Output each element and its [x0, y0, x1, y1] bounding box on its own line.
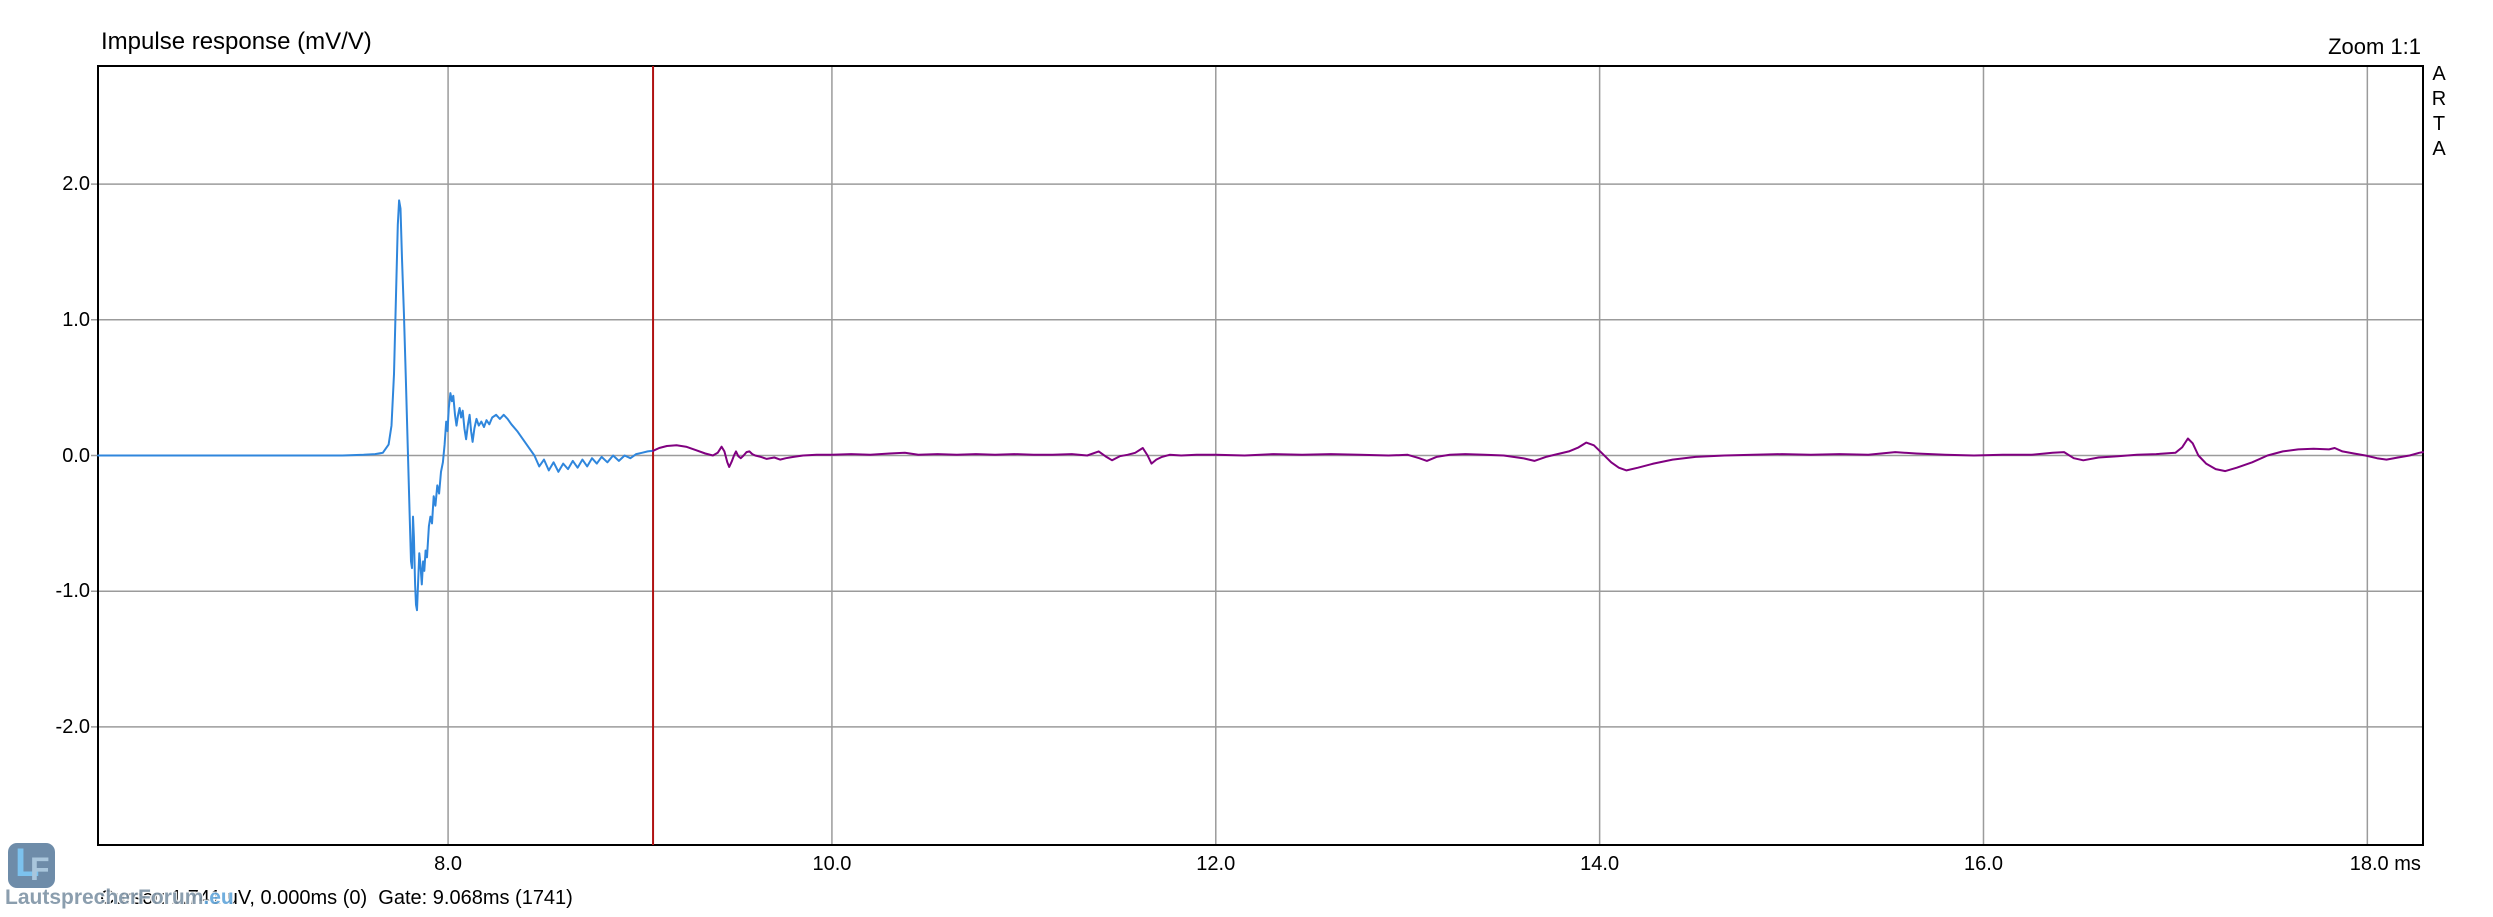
y-tick-label: -1.0	[55, 580, 90, 603]
watermark-text: LautsprecherForum.eu	[5, 886, 234, 910]
x-tick-label: 10.0	[812, 853, 852, 875]
arta-brand-label: A R T A	[2431, 63, 2447, 160]
x-tick-label: 8.0	[434, 853, 462, 875]
y-tick-label: 2.0	[62, 173, 90, 196]
y-tick-label: 1.0	[62, 308, 90, 331]
logo-letter-l: L	[15, 843, 40, 885]
watermark-tld: .eu	[203, 886, 234, 909]
watermark-domain: LautsprecherForum	[5, 886, 204, 909]
x-tick-label: 16.0	[1964, 853, 2003, 875]
x-tick-label: 18.0 ms	[2349, 853, 2421, 875]
y-tick-label: 0.0	[62, 444, 90, 467]
impulse-post-gate-trace	[652, 437, 2424, 473]
chart-title: Impulse response (mV/V)	[101, 28, 372, 55]
impulse-pre-gate-trace	[97, 199, 655, 612]
lautsprecherforum-logo: L F	[8, 843, 55, 888]
x-tick-label: 12.0	[1196, 853, 1236, 875]
x-tick-label: 14.0	[1580, 853, 1620, 875]
cursor-gate-status: Cursor: 1.741 uV, 0.000ms (0) Gate: 9.06…	[100, 887, 573, 909]
logo-letter-f: F	[30, 851, 50, 887]
zoom-ratio-label: Zoom 1:1	[2328, 34, 2421, 59]
y-tick-label: -2.0	[55, 715, 90, 738]
